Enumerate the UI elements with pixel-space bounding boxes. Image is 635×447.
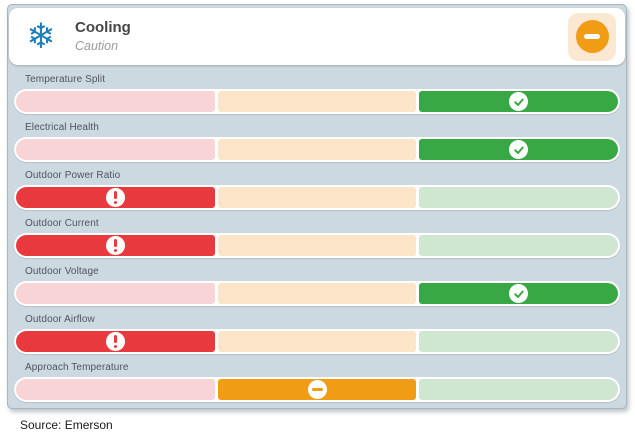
segment-good bbox=[419, 187, 619, 208]
status-bar[interactable] bbox=[14, 233, 620, 258]
metric-row: Outdoor Current bbox=[8, 211, 626, 259]
status-bar[interactable] bbox=[14, 89, 620, 114]
header-titles: Cooling Caution bbox=[75, 19, 131, 54]
segment-caution bbox=[217, 331, 417, 352]
metric-row: Electrical Health bbox=[8, 115, 626, 163]
minus-icon bbox=[307, 380, 327, 399]
segment-good bbox=[419, 331, 619, 352]
metric-row: Approach Temperature bbox=[8, 355, 626, 403]
source-caption: Source: Emerson bbox=[20, 418, 113, 432]
status-bar[interactable] bbox=[14, 281, 620, 306]
segment-caution bbox=[217, 139, 417, 160]
exclamation-icon bbox=[105, 332, 125, 351]
segment-caution bbox=[217, 235, 417, 256]
segment-good-active bbox=[419, 139, 619, 160]
status-bar[interactable] bbox=[14, 185, 620, 210]
check-icon bbox=[509, 92, 529, 111]
metric-row: Outdoor Airflow bbox=[8, 307, 626, 355]
segment-alert bbox=[16, 379, 215, 400]
segment-caution bbox=[217, 187, 417, 208]
metric-row: Outdoor Voltage bbox=[8, 259, 626, 307]
check-icon bbox=[509, 284, 529, 303]
status-bar[interactable] bbox=[14, 377, 620, 402]
panel-header[interactable]: ❄ Cooling Caution bbox=[9, 8, 625, 65]
cooling-status-panel: ❄ Cooling Caution Temperature Split Elect… bbox=[7, 4, 627, 409]
segment-good bbox=[419, 235, 619, 256]
metric-row: Temperature Split bbox=[8, 67, 626, 115]
metric-label: Outdoor Power Ratio bbox=[25, 170, 121, 181]
caution-status-badge bbox=[568, 12, 616, 61]
metric-label: Approach Temperature bbox=[25, 362, 129, 373]
segment-alert-active bbox=[16, 235, 215, 256]
metric-label: Outdoor Voltage bbox=[25, 266, 99, 277]
metric-label: Outdoor Airflow bbox=[25, 314, 95, 325]
exclamation-icon bbox=[105, 188, 125, 207]
minus-circle-icon bbox=[575, 20, 609, 53]
segment-good-active bbox=[419, 283, 619, 304]
metric-label: Outdoor Current bbox=[25, 218, 99, 229]
minus-glyph bbox=[584, 34, 600, 39]
check-icon bbox=[509, 140, 529, 159]
segment-alert bbox=[16, 139, 215, 160]
metric-row: Outdoor Power Ratio bbox=[8, 163, 626, 211]
metric-label: Electrical Health bbox=[25, 122, 99, 133]
segment-good bbox=[419, 379, 619, 400]
panel-title: Cooling bbox=[75, 19, 131, 36]
snowflake-icon: ❄ bbox=[26, 16, 56, 57]
segment-alert-active bbox=[16, 187, 215, 208]
status-bar[interactable] bbox=[14, 137, 620, 162]
metric-label: Temperature Split bbox=[25, 74, 106, 85]
segment-caution bbox=[217, 283, 417, 304]
segment-good-active bbox=[419, 91, 619, 112]
segment-caution-active bbox=[217, 379, 417, 400]
exclamation-icon bbox=[105, 236, 125, 255]
panel-status-text: Caution bbox=[75, 39, 119, 53]
segment-alert bbox=[16, 283, 215, 304]
metric-rows: Temperature Split Electrical Health Outdoo… bbox=[8, 67, 626, 403]
status-bar[interactable] bbox=[14, 329, 620, 354]
segment-caution bbox=[217, 91, 417, 112]
segment-alert bbox=[16, 91, 215, 112]
segment-alert-active bbox=[16, 331, 215, 352]
